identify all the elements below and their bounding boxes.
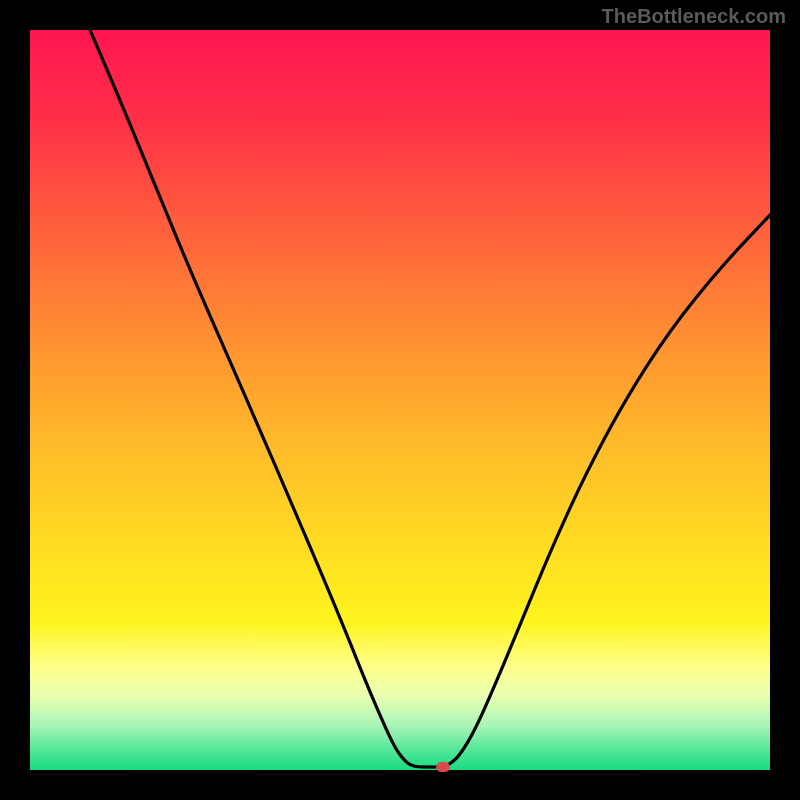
bottleneck-curve [30, 30, 770, 770]
minimum-marker [436, 762, 450, 772]
chart-plot-area [30, 30, 770, 770]
watermark-text: TheBottleneck.com [602, 6, 786, 29]
